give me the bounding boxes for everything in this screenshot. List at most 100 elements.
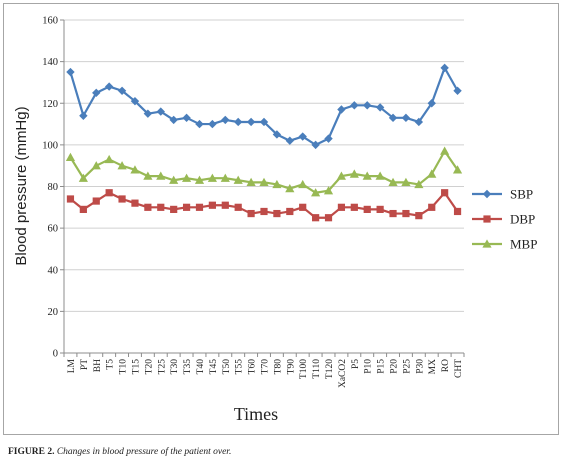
x-tick-label: T45 <box>209 359 219 375</box>
x-tick-label: T110 <box>312 359 322 379</box>
x-tick-label: T35 <box>183 359 193 375</box>
mbp-point <box>336 171 347 180</box>
dbp-point <box>260 207 268 216</box>
dbp-point <box>453 207 462 216</box>
x-tick-label: T90 <box>286 359 296 375</box>
dbp-point <box>170 205 178 213</box>
x-tick-label: P15 <box>377 359 387 374</box>
sbp-point <box>104 82 114 91</box>
dbp-point <box>92 197 100 205</box>
sbp-point <box>246 117 256 127</box>
sbp-point <box>143 109 153 118</box>
mbp-point <box>388 177 398 187</box>
dbp-point <box>131 199 139 207</box>
sbp-line <box>69 66 459 146</box>
sbp-point <box>350 101 359 110</box>
x-tick-label: T60 <box>248 359 258 375</box>
sbp-point <box>388 113 398 123</box>
legend-dbp-label: DBP <box>510 212 535 227</box>
dbp-point <box>182 203 191 211</box>
dbp-point <box>428 203 436 211</box>
y-axis-label: Blood pressure (mmHg) <box>13 106 30 265</box>
sbp-point <box>233 117 243 127</box>
mbp-point <box>452 165 463 174</box>
dbp-point <box>208 201 216 209</box>
legend-sbp-marker <box>482 189 492 199</box>
sbp-point <box>440 63 449 73</box>
mbp-point <box>181 173 192 182</box>
sbp-point <box>117 86 127 95</box>
sbp-point <box>66 67 75 77</box>
dbp-point <box>247 209 255 218</box>
legend: SBP DBP MBP <box>472 187 537 252</box>
x-tick-label: T55 <box>235 359 245 375</box>
mbp-point <box>298 179 308 189</box>
sbp-point <box>92 88 101 98</box>
sbp-point <box>375 103 385 112</box>
mbp-point <box>414 179 424 189</box>
y-tick-label: 140 <box>42 57 58 68</box>
sbp-point <box>130 96 140 106</box>
x-tick-label: P5 <box>351 359 361 369</box>
y-tick-label: 40 <box>48 265 59 276</box>
dbp-point <box>221 201 229 209</box>
dbp-point <box>376 205 384 213</box>
dbp-point <box>286 207 294 216</box>
dbp-point <box>441 189 449 197</box>
x-axis-label: Times <box>234 404 278 424</box>
sbp-point <box>285 136 295 145</box>
dbp-point <box>118 195 126 203</box>
mbp-point <box>233 175 243 184</box>
x-tick-label: LM <box>67 358 77 373</box>
figure-caption: FIGURE 2. Changes in blood pressure of t… <box>8 447 231 457</box>
x-tick-label: BH <box>93 359 103 372</box>
y-tick-label: 160 <box>42 16 58 27</box>
mbp-point <box>285 183 295 193</box>
dbp-point <box>195 203 204 211</box>
mbp-point <box>65 152 76 162</box>
x-tick-label: T5 <box>106 359 116 370</box>
sbp-point <box>79 111 88 120</box>
dbp-point <box>324 214 333 222</box>
x-tick-label: T20 <box>144 359 154 375</box>
x-tick-label: PT <box>80 359 90 370</box>
mbp-point <box>401 177 411 187</box>
sbp-point <box>182 113 191 123</box>
mbp-point <box>130 165 140 174</box>
x-tick-label: T40 <box>196 359 206 375</box>
dbp-point <box>144 203 152 211</box>
y-tick-label: 120 <box>42 99 58 110</box>
dbp-point <box>337 203 346 211</box>
x-tick-label: T30 <box>170 359 180 375</box>
sbp-point <box>363 101 372 110</box>
x-tick-label: XaCO2 <box>338 359 348 388</box>
sbp-point <box>221 115 230 125</box>
x-tick-label: P30 <box>415 359 425 374</box>
legend-sbp-label: SBP <box>510 187 533 202</box>
y-tick-label: 0 <box>53 349 58 360</box>
mbp-point <box>78 173 88 182</box>
sbp-point <box>208 119 217 129</box>
sbp-point <box>311 140 320 150</box>
mbp-point <box>246 177 256 187</box>
mbp-point <box>143 171 153 180</box>
sbp-point <box>401 113 411 123</box>
caption-text: Changes in blood pressure of the patient… <box>56 447 232 457</box>
x-tick-label: T80 <box>273 359 283 375</box>
mbp-point <box>104 154 114 164</box>
x-tick-label: T25 <box>157 359 167 375</box>
mbp-point <box>323 186 334 195</box>
dbp-point <box>363 205 371 213</box>
gridlines <box>64 19 464 312</box>
sbp-point <box>427 99 436 108</box>
x-tick-label: T10 <box>119 359 129 375</box>
x-tick-label: T120 <box>325 359 335 379</box>
axes <box>60 19 465 357</box>
dbp-point <box>105 189 113 197</box>
x-tick-labels: LM PT BH T5 T10 T15 T20 T25 T30 T35 T40 T45 T50 T55 T6… <box>67 358 464 388</box>
legend-dbp-marker <box>483 215 491 223</box>
dbp-point <box>312 214 320 222</box>
mbp-point <box>259 177 269 187</box>
mbp-point <box>194 175 205 184</box>
y-tick-labels: 0 20 40 60 80 100 120 140 160 <box>42 16 58 360</box>
